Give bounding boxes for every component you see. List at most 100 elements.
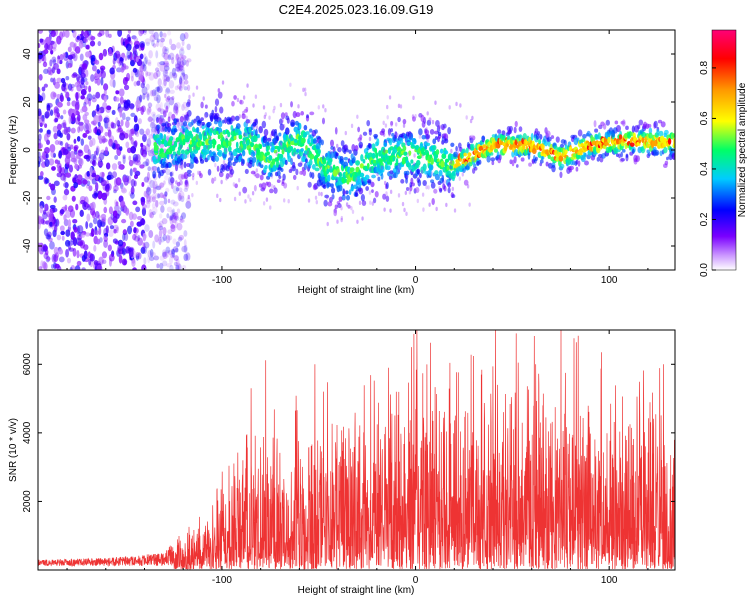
y-tick-label: -20 bbox=[22, 190, 33, 205]
spectrogram-cell bbox=[121, 186, 126, 193]
spectrogram-cell bbox=[421, 153, 424, 159]
spectrogram-cell bbox=[146, 171, 150, 181]
spectrogram-cell bbox=[65, 172, 72, 178]
spectrogram-cell bbox=[389, 170, 393, 175]
spectrogram-cell bbox=[228, 140, 232, 147]
spectrogram-cell bbox=[87, 135, 92, 140]
spectrogram-cell bbox=[404, 141, 408, 146]
spectrogram-cell bbox=[44, 111, 50, 119]
spectrogram-cell bbox=[84, 97, 90, 105]
spectrogram-cell bbox=[128, 249, 134, 258]
spectrogram-cell bbox=[159, 192, 164, 199]
spectrogram-cell bbox=[63, 126, 68, 136]
spectrogram-cell bbox=[172, 246, 179, 253]
spectrogram-cell bbox=[76, 152, 81, 160]
spectrogram-cell bbox=[152, 240, 156, 249]
spectrogram-cell bbox=[177, 139, 180, 145]
spectrogram-cell bbox=[147, 116, 153, 122]
spectrogram-cell bbox=[355, 189, 358, 197]
spectrogram-cell bbox=[91, 172, 97, 178]
spectrogram-cell bbox=[441, 174, 445, 183]
spectrogram-cell bbox=[129, 51, 133, 61]
spectrogram-cell bbox=[147, 166, 152, 172]
spectrogram-cell bbox=[161, 218, 168, 225]
spectrogram-cell bbox=[165, 76, 171, 82]
spectrogram-cell bbox=[183, 106, 189, 111]
spectrogram-cell bbox=[80, 77, 85, 85]
spectrogram-cell bbox=[144, 224, 150, 232]
spectrogram-cell bbox=[86, 213, 91, 222]
spectrogram-cell bbox=[559, 143, 565, 148]
spectrogram-cell bbox=[175, 180, 178, 185]
spectrogram-cell bbox=[163, 197, 168, 205]
spectrogram-cell bbox=[135, 252, 140, 260]
spectrogram-cell bbox=[75, 203, 79, 211]
spectrogram-cell bbox=[390, 122, 393, 128]
spectrogram-cell bbox=[535, 156, 538, 161]
spectrogram-cell bbox=[61, 235, 65, 241]
spectrogram-cell bbox=[399, 137, 404, 144]
spectrogram-cell bbox=[88, 259, 92, 266]
spectrogram-cell bbox=[250, 130, 254, 136]
spectrogram-cell bbox=[142, 134, 147, 143]
spectrogram-cell bbox=[90, 201, 96, 210]
spectrogram-cell bbox=[122, 77, 128, 86]
spectrogram-cell bbox=[105, 183, 110, 190]
spectrogram-cell bbox=[98, 52, 104, 61]
spectrogram-cell bbox=[162, 227, 167, 236]
spectrogram-cell bbox=[151, 89, 157, 97]
spectrogram-cell bbox=[148, 134, 154, 139]
spectrogram-cell bbox=[182, 153, 188, 160]
spectrogram-cell bbox=[326, 168, 330, 175]
spectrogram-cell bbox=[165, 234, 171, 244]
spectrogram-cell bbox=[444, 179, 447, 184]
spectrogram-cell bbox=[531, 147, 537, 155]
spectrogram-cell bbox=[66, 132, 71, 141]
spectrogram-cell bbox=[142, 204, 147, 210]
spectrogram-cell bbox=[443, 132, 447, 138]
spectrogram-cell bbox=[404, 190, 408, 196]
spectrogram-cell bbox=[159, 182, 165, 188]
spectrogram-cell bbox=[448, 105, 451, 110]
spectrogram-cell bbox=[62, 148, 69, 155]
spectrogram-cell bbox=[267, 181, 272, 188]
spectrogram-cell bbox=[290, 122, 295, 128]
spectrogram-cell bbox=[148, 50, 153, 59]
spectrogram-cell bbox=[178, 234, 185, 241]
spectrogram-cell bbox=[191, 192, 194, 198]
spectrogram-cell bbox=[142, 30, 148, 36]
spectrogram-cell bbox=[581, 138, 586, 143]
spectrogram-cell bbox=[189, 122, 193, 127]
spectrogram-cell bbox=[443, 150, 449, 155]
spectrogram-cell bbox=[178, 141, 184, 149]
spectrogram-cell bbox=[435, 149, 440, 155]
spectrogram-cell bbox=[389, 208, 392, 213]
spectrogram-cell bbox=[154, 193, 160, 199]
spectrogram-cell bbox=[161, 52, 166, 58]
spectrogram-cell bbox=[92, 65, 97, 72]
spectrogram-cell bbox=[461, 172, 464, 177]
spectrogram-cell bbox=[137, 118, 142, 125]
spectrogram-cell bbox=[276, 179, 281, 183]
spectrogram-cell bbox=[126, 50, 132, 59]
spectrogram-cell bbox=[52, 207, 58, 213]
spectrogram-cell bbox=[235, 141, 239, 149]
spectrogram-cell bbox=[143, 190, 148, 198]
spectrogram-cell bbox=[82, 114, 88, 121]
spectrogram-cell bbox=[671, 152, 675, 160]
spectrogram-cell bbox=[121, 218, 127, 224]
spectrogram-cell bbox=[389, 160, 393, 166]
spectrogram-cell bbox=[95, 182, 99, 192]
spectrogram-cell bbox=[181, 39, 185, 47]
spectrogram-cell bbox=[167, 30, 172, 36]
spectrogram-cell bbox=[75, 91, 79, 101]
spectrogram-cell bbox=[140, 82, 145, 89]
spectrogram-cell bbox=[98, 256, 104, 266]
spectrogram-cell bbox=[100, 213, 107, 220]
spectrogram-cell bbox=[287, 199, 290, 204]
spectrogram-cell bbox=[257, 162, 260, 167]
spectrogram-cell bbox=[54, 81, 61, 89]
spectrogram-cell bbox=[178, 48, 185, 56]
spectrogram-cell bbox=[138, 30, 144, 37]
